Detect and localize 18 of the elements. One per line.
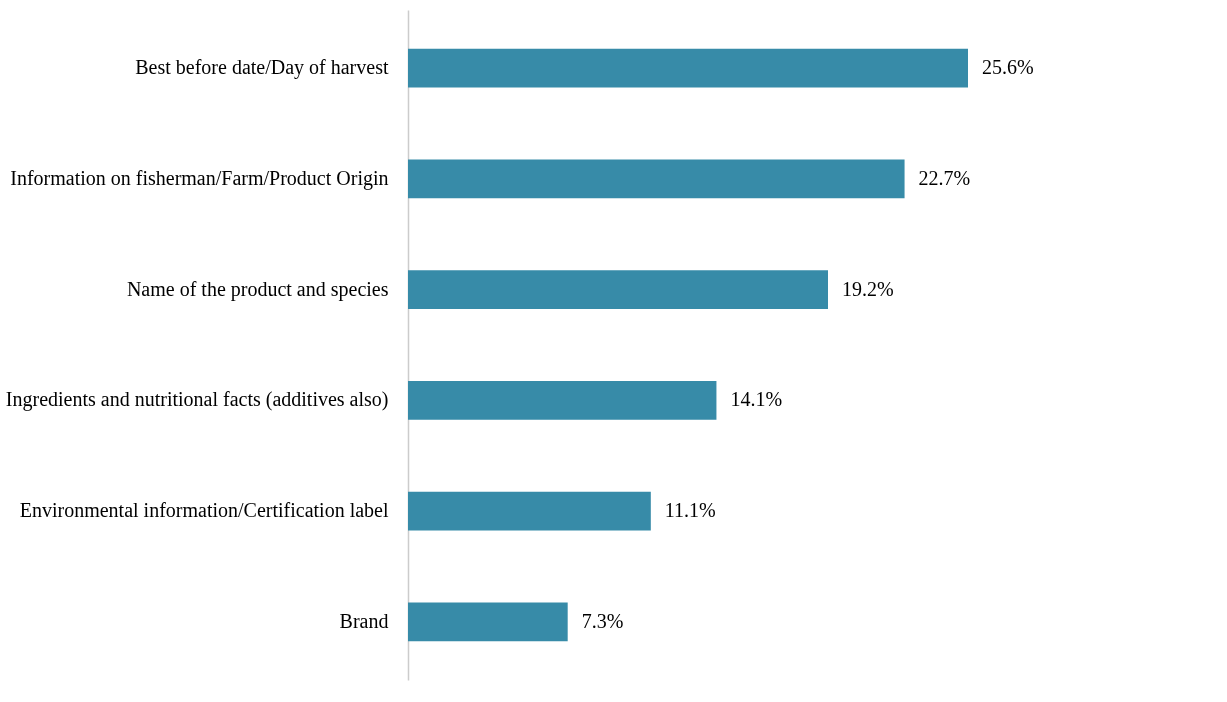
y-tick-label: Brand: [339, 609, 389, 632]
bar: [408, 48, 968, 88]
y-tick-label: Environmental information/Certification label: [19, 499, 389, 522]
y-tick-label: Best before date/Day of harvest: [135, 56, 389, 80]
y-tick-label: Name of the product and species: [126, 277, 389, 301]
data-label: 14.1%: [730, 388, 783, 411]
data-label: 22.7%: [918, 166, 971, 189]
y-tick-label: Information on fisherman/Farm/Product Origin: [10, 166, 389, 190]
bar: [408, 491, 651, 531]
bar: [408, 270, 828, 310]
bar: [408, 380, 717, 420]
bar: [408, 602, 568, 642]
bar: [408, 159, 905, 199]
data-label: 25.6%: [982, 56, 1034, 79]
data-label: 11.1%: [664, 499, 716, 522]
data-label: 7.3%: [581, 609, 624, 632]
y-tick-label: Ingredients and nutritional facts (additives also): [5, 388, 389, 412]
data-label: 19.2%: [842, 277, 894, 300]
